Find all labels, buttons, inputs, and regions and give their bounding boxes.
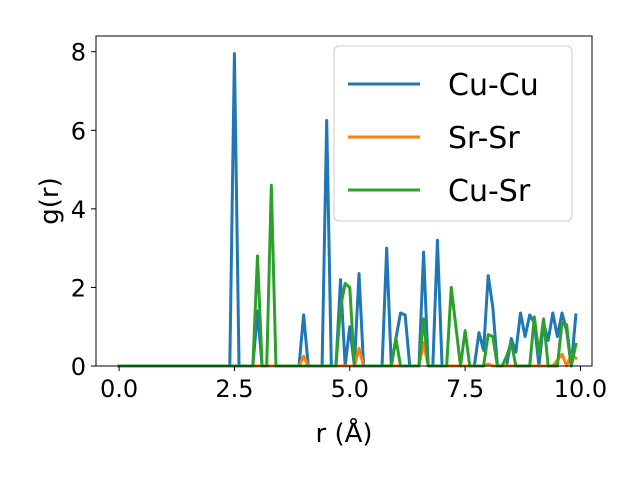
y-tick-label: 2 (71, 274, 86, 302)
plot-frame (95, 35, 593, 367)
legend-label-cu-cu: Cu-Cu (448, 68, 539, 103)
x-tick-label: 10.0 (554, 375, 607, 403)
x-tick-label: 2.5 (215, 375, 253, 403)
x-tick-label: 5.0 (331, 375, 369, 403)
y-tick-label: 0 (71, 353, 86, 381)
y-tick-label: 8 (71, 39, 86, 67)
y-tick-label: 6 (71, 117, 86, 145)
x-axis-label: r (Å) (315, 417, 372, 449)
y-axis-ticks: 0 2 4 6 8 (71, 39, 96, 381)
legend: Cu-Cu Sr-Sr Cu-Sr (333, 45, 573, 222)
legend-label-cu-sr: Cu-Sr (448, 174, 531, 209)
x-tick-label: 7.5 (446, 375, 484, 403)
y-axis-label: g(r) (35, 177, 65, 224)
x-tick-label: 0.0 (100, 375, 138, 403)
legend-box (333, 45, 573, 222)
y-tick-label: 4 (71, 196, 86, 224)
legend-label-sr-sr: Sr-Sr (448, 121, 520, 156)
x-axis-ticks: 0.0 2.5 5.0 7.5 10.0 (100, 366, 607, 403)
